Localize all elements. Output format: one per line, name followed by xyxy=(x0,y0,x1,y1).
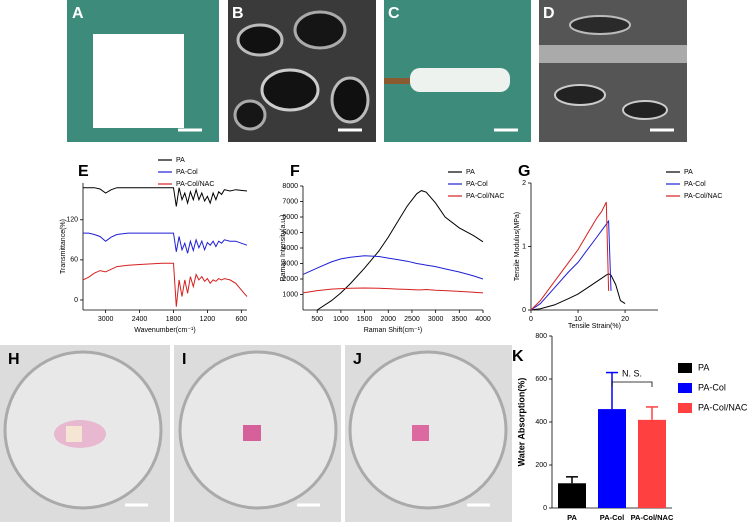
legend-label: PA-Col/NAC xyxy=(176,181,214,188)
y-axis-title: Transmittance(%) xyxy=(60,219,67,274)
y-tick-label: 0 xyxy=(74,297,78,304)
series-line xyxy=(83,232,248,254)
series-line xyxy=(82,262,248,307)
photo-i xyxy=(174,345,341,522)
y-tick-label: 800 xyxy=(535,333,547,340)
panel-label: D xyxy=(543,5,555,22)
legend-swatch xyxy=(678,363,692,373)
legend-swatch xyxy=(678,383,692,393)
panel-label: F xyxy=(290,163,300,180)
legend-label: PA-Col xyxy=(176,169,198,176)
x-tick-label: 2400 xyxy=(132,316,148,323)
photo-j xyxy=(345,345,512,522)
legend-label: PA xyxy=(698,362,709,372)
x-tick-label: 1500 xyxy=(357,316,373,323)
y-tick-label: 0 xyxy=(543,505,547,512)
x-tick-label: 4000 xyxy=(475,316,491,323)
legend-swatch xyxy=(678,403,692,413)
legend-label: PA-Col/NAC xyxy=(466,193,504,200)
photo-h xyxy=(0,345,170,522)
legend-label: PA xyxy=(684,169,693,176)
x-axis-title: Wavenumber(cm⁻¹) xyxy=(134,327,195,334)
legend-label: PA-Col/NAC xyxy=(698,402,748,412)
annotation: N. S. xyxy=(622,368,642,378)
x-tick-label: PA-Col/NAC xyxy=(631,513,674,522)
panel-label: I xyxy=(182,351,186,368)
legend-label: PA xyxy=(466,169,475,176)
legend-label: PA-Col/NAC xyxy=(684,193,722,200)
x-axis-title: Tensile Strain(%) xyxy=(568,323,621,330)
y-tick-label: 8000 xyxy=(282,183,298,190)
panel-label: G xyxy=(518,163,530,180)
x-tick-label: 600 xyxy=(236,316,248,323)
x-tick-label: 2500 xyxy=(404,316,420,323)
photo-b xyxy=(228,0,376,142)
panel-label: B xyxy=(232,5,244,22)
panel-label: H xyxy=(8,351,20,368)
y-tick-label: 120 xyxy=(66,217,78,224)
y-tick-label: 200 xyxy=(535,462,547,469)
x-tick-label: 2000 xyxy=(380,316,396,323)
y-axis-title: Tensile Modulus(MPa) xyxy=(514,212,521,281)
y-tick-label: 5000 xyxy=(282,229,298,236)
y-tick-label: 7000 xyxy=(282,198,298,205)
legend-label: PA-Col xyxy=(698,382,726,392)
x-tick-label: 1200 xyxy=(200,316,216,323)
x-tick-label: 0 xyxy=(529,316,533,323)
panel-label: E xyxy=(78,163,89,180)
y-tick-label: 2000 xyxy=(282,276,298,283)
legend-label: PA xyxy=(176,157,185,164)
series-line xyxy=(530,273,626,311)
y-tick-label: 60 xyxy=(70,257,78,264)
x-tick-label: 500 xyxy=(311,316,323,323)
y-axis-title: Raman Intensity(a.u.) xyxy=(280,215,287,282)
bar xyxy=(638,419,666,508)
series-line xyxy=(530,201,610,311)
y-tick-label: 2 xyxy=(522,180,526,187)
y-tick-label: 4000 xyxy=(282,245,298,252)
y-tick-label: 1000 xyxy=(282,291,298,298)
x-tick-label: 1000 xyxy=(333,316,349,323)
y-tick-label: 400 xyxy=(535,419,547,426)
y-tick-label: 6000 xyxy=(282,214,298,221)
series-line xyxy=(302,287,484,294)
x-tick-label: PA xyxy=(567,513,577,522)
y-tick-label: 600 xyxy=(535,376,547,383)
bar xyxy=(598,409,626,508)
panel-label: A xyxy=(72,5,84,22)
x-tick-label: 10 xyxy=(574,316,582,323)
legend-label: PA-Col xyxy=(684,181,706,188)
x-tick-label: 3500 xyxy=(452,316,468,323)
photo-c xyxy=(384,0,531,142)
bar xyxy=(558,483,586,508)
legend-label: PA-Col xyxy=(466,181,488,188)
panel-label: J xyxy=(353,351,362,368)
significance-bracket xyxy=(611,381,653,387)
series-line xyxy=(83,187,248,207)
y-axis-title: Water Absorption(%) xyxy=(516,378,526,467)
y-tick-label: 3000 xyxy=(282,260,298,267)
x-tick-label: PA-Col xyxy=(600,513,624,522)
y-tick-label: 0 xyxy=(522,307,526,314)
panel-label: C xyxy=(388,5,400,22)
series-line xyxy=(302,255,484,280)
photo-d xyxy=(539,0,687,142)
series-line xyxy=(316,190,484,311)
x-tick-label: 3000 xyxy=(428,316,444,323)
x-tick-label: 3000 xyxy=(98,316,114,323)
photo-a xyxy=(67,0,219,142)
y-tick-label: 1 xyxy=(522,243,526,250)
x-tick-label: 20 xyxy=(621,316,629,323)
panel-label: K xyxy=(512,348,524,365)
x-axis-title: Raman Shift(cm⁻¹) xyxy=(364,327,423,334)
x-tick-label: 1800 xyxy=(166,316,182,323)
